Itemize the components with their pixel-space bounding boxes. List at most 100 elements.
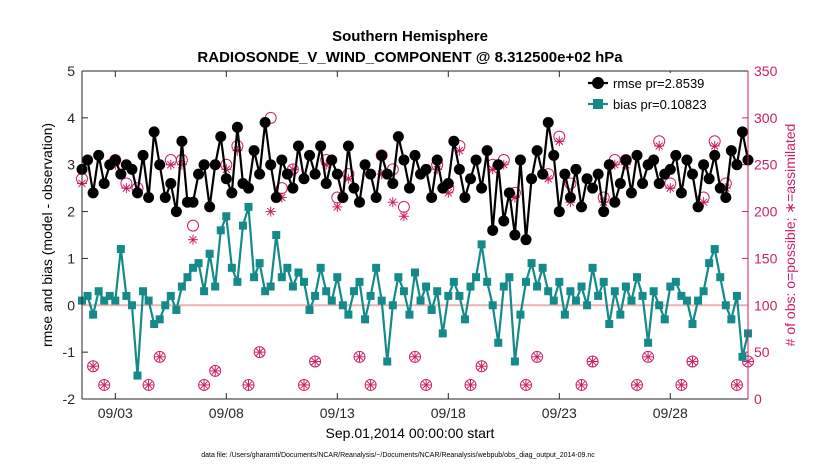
bias-point — [660, 315, 669, 324]
bias-point — [499, 282, 508, 291]
y-left-tick-labels: -2 -1 0 1 2 3 4 5 — [63, 63, 76, 407]
bias-point — [671, 277, 680, 286]
legend-background — [586, 73, 744, 115]
rmse-point — [326, 154, 338, 166]
bias-point — [189, 263, 197, 272]
bias-point — [294, 268, 303, 277]
obs-possible-marker — [142, 378, 155, 391]
rmse-point — [703, 173, 715, 185]
bias-point — [505, 273, 514, 282]
obs-assimilated-marker — [265, 206, 276, 217]
obs-assimilated-marker — [88, 361, 99, 372]
obs-assimilated-marker — [398, 211, 409, 222]
bias-point — [283, 263, 292, 272]
bias-point — [277, 273, 286, 282]
rmse-point — [442, 177, 454, 189]
rmse-point — [248, 145, 260, 157]
obs-possible-marker — [153, 350, 166, 363]
obs-assimilated-marker — [709, 140, 720, 151]
rmse-point — [526, 173, 538, 185]
obs-possible-marker — [475, 360, 488, 373]
rmse-point — [459, 192, 471, 204]
rmse-point — [298, 173, 310, 185]
obs-possible-marker — [298, 378, 310, 391]
bias-point — [633, 273, 641, 282]
bias-point — [83, 291, 92, 300]
bias-point — [510, 357, 519, 366]
rmse-point — [354, 196, 365, 208]
bias-point — [172, 305, 181, 314]
x-tick-label: 09/03 — [98, 405, 133, 421]
rmse-point — [698, 159, 710, 171]
rmse-point — [276, 154, 288, 166]
rmse-point — [598, 206, 610, 218]
rmse-point — [509, 229, 521, 241]
rmse-point — [387, 177, 399, 189]
obs-assimilated-marker — [676, 379, 687, 390]
rmse-point — [731, 159, 743, 171]
obs-possible-marker — [575, 378, 588, 391]
rmse-point — [337, 192, 349, 204]
rmse-point — [170, 206, 182, 218]
rmse-point — [270, 192, 282, 204]
bias-point — [333, 273, 342, 282]
rmse-point — [503, 187, 515, 199]
bias-point — [144, 296, 153, 305]
rmse-point — [209, 159, 221, 171]
obs-possible-marker — [420, 378, 433, 391]
bias-point — [161, 301, 170, 310]
bias-point — [716, 273, 725, 282]
y-right-tick-label: 300 — [754, 110, 778, 126]
bias-point — [483, 277, 492, 286]
rmse-point — [614, 177, 626, 189]
y-right-tick-label: 150 — [754, 250, 778, 266]
rmse-point — [381, 168, 393, 180]
obs-possible-marker — [631, 378, 643, 391]
bias-point — [216, 226, 225, 235]
bias-point — [566, 287, 575, 296]
legend-rmse-label: rmse pr=2.8539 — [613, 76, 704, 91]
bias-point — [649, 287, 658, 296]
obs-assimilated-marker — [387, 197, 398, 208]
bias-point — [549, 296, 558, 305]
rmse-point — [359, 159, 371, 171]
obs-assimilated-marker — [731, 379, 742, 390]
bias-point — [449, 277, 458, 286]
rmse-point — [492, 159, 504, 171]
obs-assimilated-marker — [554, 136, 565, 147]
bias-point — [311, 291, 320, 300]
rmse-point — [292, 140, 304, 152]
obs-assimilated-marker — [354, 351, 365, 362]
rmse-point — [304, 149, 316, 161]
bias-point — [605, 320, 614, 329]
rmse-point — [653, 177, 665, 189]
rmse-point — [592, 168, 604, 180]
obs-possible-marker — [198, 378, 211, 391]
bias-point — [538, 263, 547, 272]
obs-assimilated-marker — [254, 347, 265, 358]
obs-assimilated-marker — [143, 379, 154, 390]
bias-point — [205, 249, 214, 258]
y-right-tick-label: 50 — [754, 344, 770, 360]
obs-assimilated-marker — [365, 379, 376, 390]
bias-point — [527, 259, 536, 268]
rmse-point — [348, 182, 360, 194]
bias-point — [133, 371, 142, 380]
rmse-point — [243, 182, 254, 194]
obs-assimilated-marker — [299, 379, 309, 390]
y-right-tick-label: 100 — [754, 297, 778, 313]
rmse-point — [564, 192, 576, 204]
rmse-point — [159, 192, 171, 204]
obs-assimilated-marker — [532, 351, 543, 362]
bias-point — [394, 273, 403, 282]
rmse-point — [376, 149, 388, 161]
rmse-point — [709, 149, 721, 161]
obs-assimilated-marker — [310, 356, 321, 367]
bias-point — [94, 287, 103, 296]
obs-assimilated-marker — [421, 379, 432, 390]
rmse-point — [370, 192, 382, 204]
obs-assimilated-marker — [587, 356, 598, 367]
bias-point — [438, 329, 447, 338]
bias-point — [227, 263, 236, 272]
